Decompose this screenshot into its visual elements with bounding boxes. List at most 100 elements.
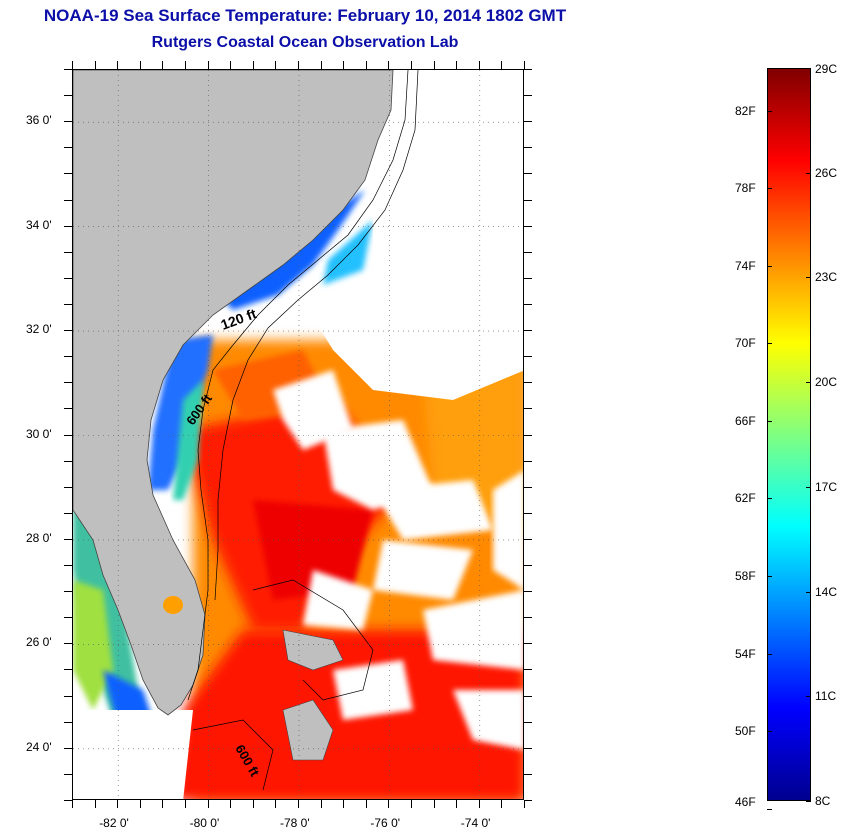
colorbar-celsius-label: 29C	[815, 62, 838, 76]
colorbar-celsius-tick	[806, 591, 811, 593]
land	[73, 70, 394, 761]
lon-tick-label: -78 0'	[280, 816, 310, 830]
lon-tick-mark	[139, 800, 141, 808]
colorbar-celsius-label: 17C	[815, 479, 838, 494]
lat-tick-mark	[64, 69, 72, 70]
lat-tick-mark	[524, 512, 532, 514]
lat-tick-mark	[64, 669, 72, 671]
lon-tick-mark	[275, 61, 277, 69]
colorbar-celsius-tick	[806, 68, 811, 69]
lon-tick-mark	[162, 61, 164, 69]
lat-tick-mark	[524, 303, 532, 305]
lon-tick-mark	[117, 61, 119, 69]
colorbar-celsius-label: 23C	[815, 270, 838, 285]
lon-tick-label: -76 0'	[370, 816, 401, 830]
lat-tick-mark	[524, 800, 532, 801]
lat-tick-mark	[524, 643, 532, 645]
lon-tick-mark	[185, 61, 186, 69]
colorbar-fahrenheit-label: 46F	[735, 795, 756, 809]
lon-tick-mark	[524, 61, 525, 69]
colorbar-fahrenheit-label: 70F	[735, 336, 756, 351]
colorbar-fahrenheit-tick	[767, 653, 772, 655]
lat-tick-label: 26 0'	[26, 635, 52, 650]
lat-tick-mark	[64, 95, 72, 97]
lat-tick-mark	[524, 173, 532, 175]
lon-tick-mark	[365, 61, 367, 69]
lon-tick-mark	[320, 61, 322, 69]
lon-tick-mark	[478, 800, 480, 808]
lat-tick-mark	[64, 382, 72, 384]
lat-tick-mark	[64, 434, 72, 436]
lon-tick-mark	[343, 61, 345, 69]
lat-tick-mark	[524, 356, 532, 358]
lat-tick-mark	[64, 591, 72, 593]
lat-tick-mark	[64, 800, 72, 801]
lat-tick-mark	[64, 199, 72, 201]
colorbar-celsius-label: 8C	[815, 794, 831, 808]
lat-tick-label: 30 0'	[26, 426, 52, 441]
colorbar-celsius-tick	[806, 382, 811, 384]
lat-tick-mark	[524, 773, 532, 775]
lat-tick-mark	[64, 747, 72, 749]
lat-tick-mark	[524, 538, 532, 540]
lon-tick-mark	[456, 800, 458, 808]
lat-tick-mark	[524, 408, 532, 410]
lon-tick-mark	[207, 800, 209, 808]
lon-tick-mark	[524, 800, 525, 808]
lon-tick-mark	[388, 61, 390, 69]
colorbar-fahrenheit-label: 62F	[735, 491, 756, 506]
colorbar-fahrenheit-label: 54F	[735, 646, 756, 661]
lon-tick-mark	[94, 800, 96, 808]
colorbar-fahrenheit-tick	[767, 343, 772, 345]
lat-tick-mark	[64, 565, 72, 567]
lon-tick-label: -80 0'	[189, 816, 220, 830]
colorbar-celsius-tick	[806, 172, 811, 174]
colorbar-fahrenheit-label: 78F	[735, 181, 756, 196]
lat-tick-mark	[64, 121, 72, 123]
lon-tick-mark	[94, 61, 96, 69]
lat-tick-mark	[64, 643, 72, 645]
sst-map-canvas: 120 ft 600 ft 600 ft	[73, 70, 523, 799]
lat-tick-mark	[524, 747, 532, 749]
lat-tick-mark	[524, 460, 532, 462]
lat-tick-mark	[524, 382, 532, 384]
lon-tick-mark	[365, 800, 367, 808]
lat-tick-mark	[64, 147, 72, 149]
lon-tick-mark	[478, 61, 480, 69]
lon-tick-mark	[456, 61, 458, 69]
lat-tick-mark	[64, 408, 72, 410]
lat-tick-mark	[524, 330, 532, 332]
lon-tick-mark	[185, 800, 186, 808]
colorbar-celsius-tick	[806, 486, 811, 488]
lat-tick-mark	[64, 173, 72, 175]
colorbar-fahrenheit-label: 74F	[735, 258, 756, 273]
lon-tick-mark	[230, 61, 232, 69]
colorbar-fahrenheit-label: 82F	[735, 103, 756, 118]
lat-tick-mark	[64, 695, 72, 697]
map-subtitle: Rutgers Coastal Ocean Observation Lab	[151, 34, 459, 51]
lon-tick-label: -74 0'	[460, 816, 491, 830]
lat-tick-mark	[64, 721, 72, 723]
colorbar-fahrenheit-tick	[767, 188, 772, 190]
lat-tick-mark	[64, 251, 72, 253]
lon-tick-mark	[252, 800, 254, 808]
lon-tick-mark	[298, 61, 299, 69]
lat-tick-mark	[524, 95, 532, 97]
colorbar-celsius-label: 11C	[815, 689, 837, 704]
lon-tick-mark	[139, 61, 141, 69]
lat-tick-mark	[524, 121, 532, 123]
colorbar-fahrenheit-tick	[767, 265, 772, 267]
colorbar-fahrenheit-tick	[767, 731, 772, 733]
lon-tick-mark	[388, 800, 390, 808]
colorbar-fahrenheit-label: 66F	[735, 413, 756, 428]
colorbar-celsius-label: 26C	[815, 165, 838, 180]
lat-lon-grid	[73, 70, 523, 799]
lat-tick-mark	[524, 486, 532, 488]
temperature-colorbar	[767, 68, 811, 801]
lon-tick-mark	[433, 800, 435, 808]
lon-tick-mark	[72, 800, 73, 808]
lon-tick-mark	[320, 800, 322, 808]
lat-tick-mark	[524, 69, 532, 70]
colorbar-celsius-label: 20C	[815, 375, 838, 390]
lat-tick-mark	[64, 486, 72, 488]
